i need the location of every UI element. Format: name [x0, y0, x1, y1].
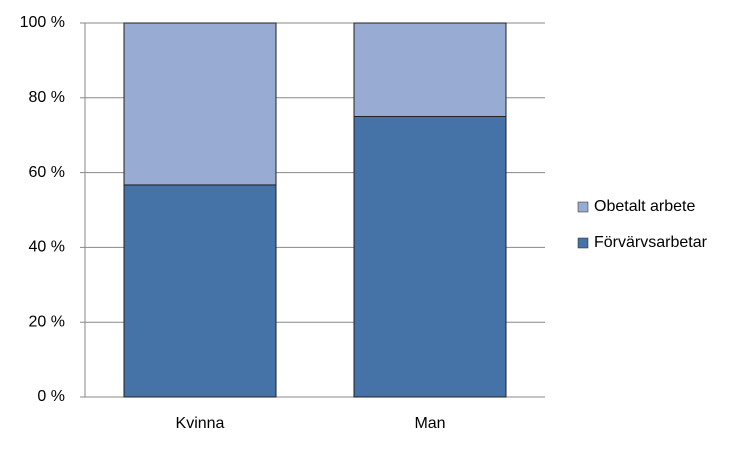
- legend-label: Obetalt arbete: [594, 198, 696, 215]
- x-tick-label: Kvinna: [176, 415, 225, 432]
- bar-segment: [353, 116, 507, 398]
- y-tick-label: 80 %: [29, 89, 65, 106]
- legend-swatch: [577, 201, 589, 213]
- y-tick-label: 40 %: [29, 239, 65, 256]
- legend-swatch: [577, 237, 589, 249]
- bar-segment: [123, 22, 277, 186]
- bar-segment: [353, 22, 507, 117]
- y-tick-label: 20 %: [29, 313, 65, 330]
- bar-segment: [123, 184, 277, 398]
- y-tick-label: 0 %: [37, 388, 65, 405]
- y-tick-label: 60 %: [29, 164, 65, 181]
- y-tick-label: 100 %: [20, 14, 65, 31]
- legend-label: Förvärvsarbetar: [594, 234, 708, 251]
- x-tick-label: Man: [414, 415, 445, 432]
